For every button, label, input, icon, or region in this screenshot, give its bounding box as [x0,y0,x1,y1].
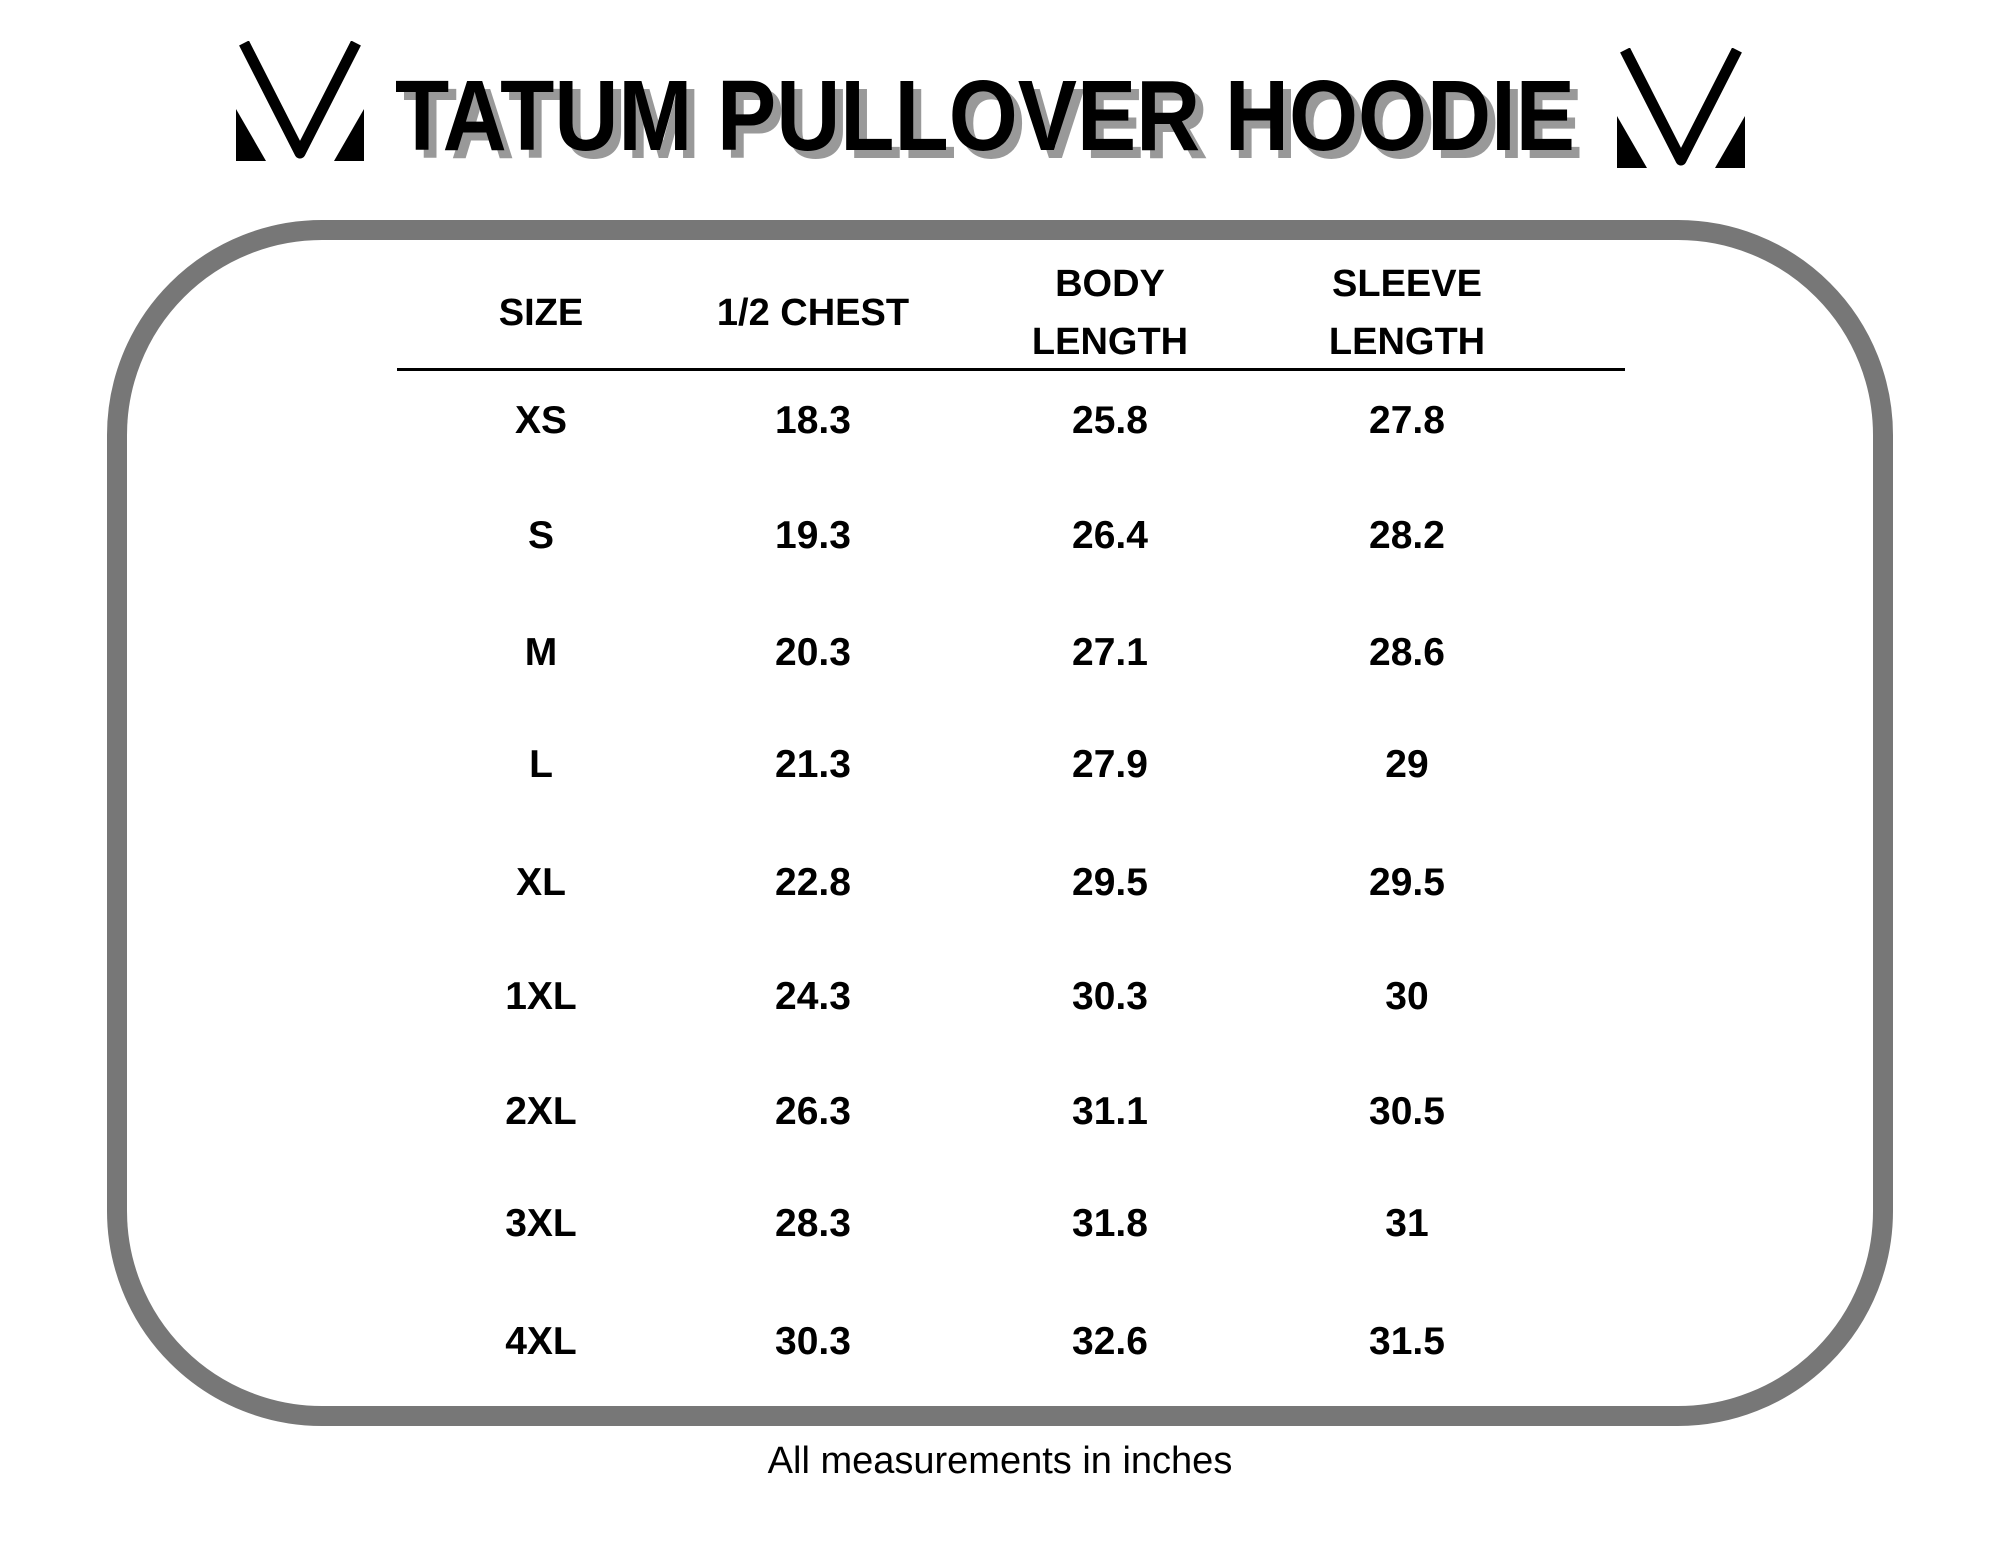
sleeve-length-cell: 27.8 [1369,399,1445,442]
chest-cell: 18.3 [775,399,851,442]
header-half-chest: 1/2 CHEST [653,284,973,342]
size-cell: L [529,743,553,786]
size-cell: 3XL [505,1202,577,1245]
footer-note: All measurements in inches [767,1440,1233,1482]
chest-cell: 24.3 [775,975,851,1018]
chest-cell: 19.3 [775,514,851,557]
page-title-text: TATUM PULLOVER HOODIE [395,60,1575,172]
page-title: TATUM PULLOVER HOODIE [395,60,1575,172]
size-chart-frame [107,220,1893,1426]
body-length-cell: 32.6 [1072,1320,1148,1363]
body-length-cell: 30.3 [1072,975,1148,1018]
header-body-length: BODY LENGTH [950,255,1270,371]
body-length-cell: 27.1 [1072,631,1148,674]
brand-logo-right-icon [1617,48,1745,168]
chest-cell: 30.3 [775,1320,851,1363]
size-cell: XL [516,861,566,904]
header-sleeve-length: SLEEVE LENGTH [1247,255,1567,371]
body-length-cell: 25.8 [1072,399,1148,442]
body-length-cell: 27.9 [1072,743,1148,786]
sleeve-length-cell: 28.6 [1369,631,1445,674]
sleeve-length-cell: 29 [1385,743,1429,786]
size-cell: 1XL [505,975,577,1018]
body-length-cell: 26.4 [1072,514,1148,557]
brand-logo-left-icon [236,41,364,161]
sleeve-length-cell: 30.5 [1369,1090,1445,1133]
header-line: LENGTH [1031,321,1189,363]
sleeve-length-cell: 29.5 [1369,861,1445,904]
header-size: SIZE [381,284,701,342]
size-cell: 4XL [505,1320,577,1363]
sleeve-length-cell: 31.5 [1369,1320,1445,1363]
size-cell: S [527,514,554,557]
chest-cell: 21.3 [775,743,851,786]
body-length-cell: 31.1 [1072,1090,1148,1133]
size-cell: M [524,631,558,674]
header-line: BODY [1055,263,1165,305]
chest-cell: 22.8 [775,861,851,904]
sleeve-length-cell: 30 [1385,975,1429,1018]
size-cell: XS [514,399,568,442]
body-length-cell: 31.8 [1072,1202,1148,1245]
header-divider [397,368,1625,371]
header-line: LENGTH [1328,321,1486,363]
header-line: 1/2 CHEST [716,292,910,334]
header-line: SIZE [498,292,584,334]
size-cell: 2XL [505,1090,577,1133]
chest-cell: 20.3 [775,631,851,674]
sleeve-length-cell: 31 [1385,1202,1429,1245]
body-length-cell: 29.5 [1072,861,1148,904]
chest-cell: 28.3 [775,1202,851,1245]
chest-cell: 26.3 [775,1090,851,1133]
header-line: SLEEVE [1332,263,1482,305]
sleeve-length-cell: 28.2 [1369,514,1445,557]
